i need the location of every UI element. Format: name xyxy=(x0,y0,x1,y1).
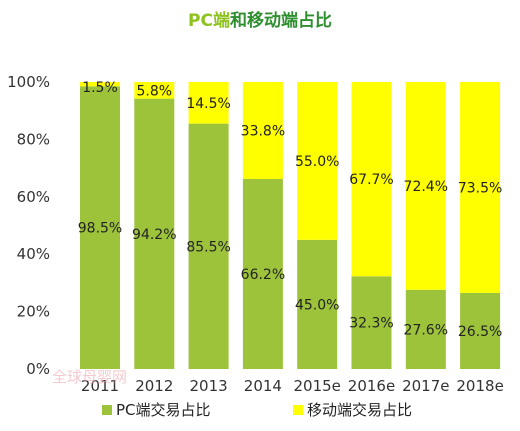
y-tick-label: 40% xyxy=(17,245,50,263)
data-label-pc: 66.2% xyxy=(241,267,285,283)
data-label-pc: 85.5% xyxy=(186,239,230,255)
bar-pc xyxy=(351,276,392,369)
bar-pc xyxy=(242,179,283,369)
legend-label-mobile: 移动端交易占比 xyxy=(307,401,412,419)
y-tick-label: 80% xyxy=(17,130,50,148)
data-label-pc: 45.0% xyxy=(295,297,339,313)
bar-mobile xyxy=(188,82,229,124)
data-label-mobile: 5.8% xyxy=(137,83,173,99)
data-label-pc: 26.5% xyxy=(458,324,502,340)
chart-title-part-rest: 和移动端占比 xyxy=(229,11,332,31)
x-tick-label: 2018e xyxy=(456,377,503,395)
bar-mobile xyxy=(134,82,175,99)
legend-label-pc: PC端交易占比 xyxy=(116,401,211,419)
data-label-pc: 94.2% xyxy=(132,227,176,243)
bar-pc xyxy=(80,86,120,370)
bar-pc xyxy=(405,289,446,369)
x-tick-label: 2016e xyxy=(348,377,395,395)
bar-mobile xyxy=(297,82,338,240)
x-tick-label: 2011 xyxy=(81,377,119,395)
chart-title-part-pc: PC端 xyxy=(188,11,230,31)
chart-title: PC端和移动端占比 xyxy=(0,6,520,31)
legend-swatch-pc xyxy=(102,405,112,415)
y-tick-label: 60% xyxy=(17,188,50,206)
bar-pc xyxy=(188,123,229,370)
data-label-mobile: 73.5% xyxy=(458,180,502,196)
bar-pc xyxy=(460,292,501,369)
y-tick-label: 0% xyxy=(26,360,50,378)
y-tick-label: 100% xyxy=(7,73,50,91)
x-tick-label: 2017e xyxy=(402,377,449,395)
x-tick-label: 2012 xyxy=(135,377,173,395)
data-label-mobile: 55.0% xyxy=(295,154,339,170)
data-label-mobile: 67.7% xyxy=(349,172,393,188)
watermark-text: 全球母婴网 xyxy=(52,368,127,386)
bar-pc xyxy=(297,239,338,369)
bar-mobile xyxy=(80,82,120,87)
data-label-mobile: 14.5% xyxy=(186,96,230,112)
data-label-mobile: 33.8% xyxy=(241,124,285,140)
bar-mobile xyxy=(242,82,283,180)
bar-pc xyxy=(134,98,175,369)
y-tick-label: 20% xyxy=(17,303,50,321)
data-label-pc: 32.3% xyxy=(349,316,393,332)
data-label-mobile: 1.5% xyxy=(82,80,118,96)
x-tick-label: 2013 xyxy=(190,377,228,395)
data-label-pc: 98.5% xyxy=(78,221,122,237)
bar-mobile xyxy=(405,82,446,290)
legend-swatch-mobile xyxy=(293,405,303,415)
data-label-mobile: 72.4% xyxy=(404,179,448,195)
x-tick-label: 2014 xyxy=(244,377,282,395)
bar-mobile xyxy=(460,82,501,293)
bar-mobile xyxy=(351,82,392,277)
x-tick-label: 2015e xyxy=(293,377,340,395)
data-label-pc: 27.6% xyxy=(404,322,448,338)
